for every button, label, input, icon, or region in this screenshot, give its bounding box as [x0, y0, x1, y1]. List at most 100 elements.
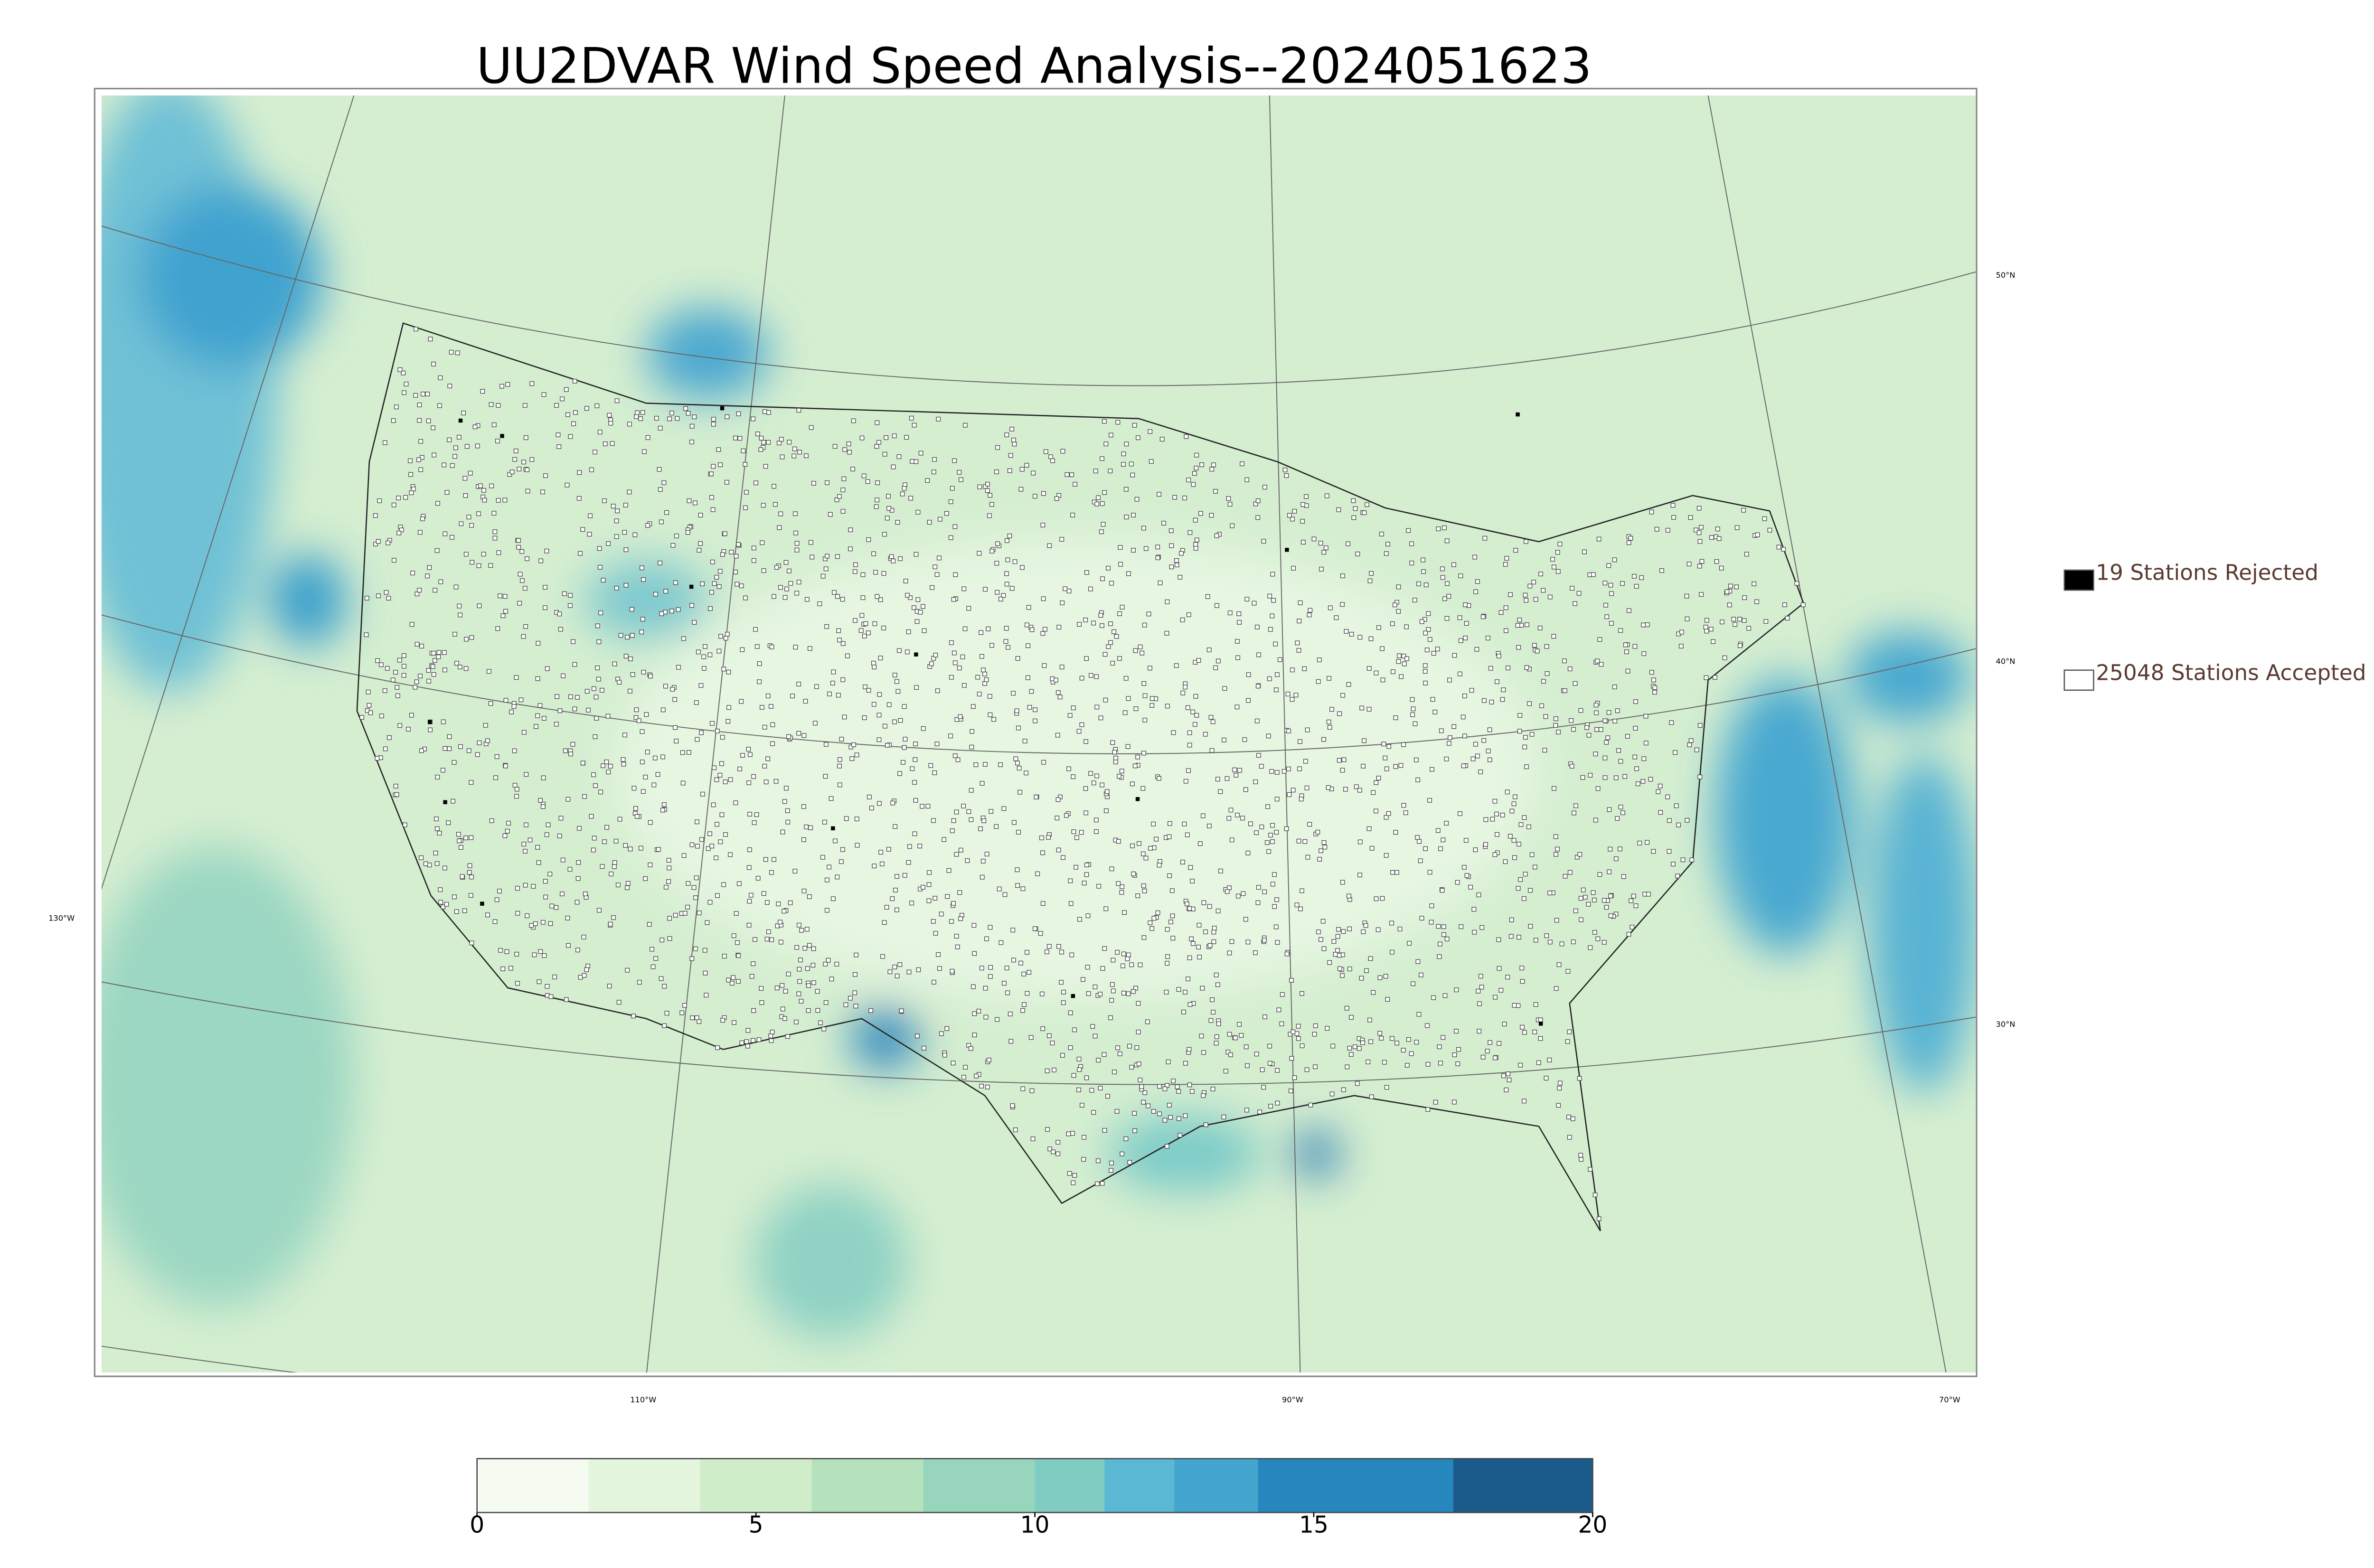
- station-marker: [443, 865, 447, 871]
- station-marker: [498, 948, 503, 953]
- station-marker: [1043, 627, 1047, 632]
- station-marker: [1341, 1087, 1346, 1092]
- station-marker: [1262, 1014, 1267, 1019]
- station-marker: [1134, 1045, 1140, 1050]
- station-marker: [626, 881, 631, 886]
- station-marker: [718, 839, 723, 845]
- station-marker: [1129, 461, 1134, 467]
- station-marker: [1050, 458, 1055, 463]
- station-marker: [1244, 1108, 1249, 1113]
- station-marker: [613, 838, 619, 844]
- station-marker: [670, 543, 676, 548]
- station-marker: [611, 504, 616, 509]
- station-marker: [729, 550, 734, 554]
- station-marker: [756, 1037, 762, 1042]
- station-marker: [937, 966, 942, 971]
- station-marker: [528, 837, 533, 843]
- station-marker: [534, 724, 538, 729]
- station-marker: [955, 757, 961, 762]
- station-marker: [1126, 571, 1131, 576]
- station-marker: [686, 881, 691, 886]
- station-marker: [1643, 714, 1649, 719]
- station-marker: [1515, 623, 1520, 628]
- station-marker: [751, 545, 756, 551]
- station-marker: [969, 744, 974, 750]
- station-marker: [1298, 906, 1303, 911]
- station-marker: [608, 921, 613, 927]
- station-marker: [689, 956, 695, 961]
- station-marker: [454, 661, 459, 666]
- station-marker: [1270, 572, 1275, 577]
- station-marker: [1547, 891, 1553, 895]
- station-marker: [840, 847, 845, 852]
- station-marker: [1586, 901, 1591, 907]
- station-marker: [766, 440, 771, 445]
- stations: [359, 327, 1806, 1221]
- station-marker: [1222, 686, 1227, 691]
- station-marker: [1724, 589, 1730, 594]
- station-marker: [1056, 944, 1061, 949]
- station-marker: [1259, 825, 1264, 829]
- station-marker: [1385, 542, 1390, 547]
- station-marker: [806, 1008, 811, 1013]
- station-marker: [640, 760, 645, 764]
- station-marker: [1035, 871, 1040, 876]
- station-marker: [954, 809, 959, 815]
- station-marker: [1025, 991, 1030, 996]
- station-marker: [560, 857, 565, 863]
- station-marker: [931, 818, 936, 823]
- station-marker: [696, 649, 701, 655]
- station-marker: [1612, 719, 1618, 723]
- station-marker: [865, 479, 870, 484]
- station-marker: [1074, 835, 1079, 840]
- station-marker: [1013, 756, 1018, 761]
- station-marker: [629, 607, 634, 612]
- station-marker: [1416, 1012, 1422, 1017]
- station-marker: [1688, 738, 1694, 743]
- station-marker: [1073, 482, 1077, 487]
- station-marker: [580, 761, 585, 766]
- station-marker: [966, 606, 971, 611]
- station-marker: [1425, 1062, 1431, 1067]
- station-marker: [642, 449, 647, 454]
- station-marker: [1562, 658, 1567, 664]
- station-marker: [1093, 469, 1098, 474]
- colorbar: 0 5 10 15 20: [470, 1458, 1607, 1538]
- station-marker: [957, 469, 962, 475]
- station-marker: [1646, 892, 1651, 897]
- station-marker: [1098, 1086, 1103, 1090]
- station-marker: [689, 842, 695, 847]
- station-marker: [794, 547, 800, 553]
- station-marker: [782, 909, 787, 914]
- station-marker: [1040, 850, 1045, 855]
- station-marker: [604, 825, 609, 830]
- station-marker: [1555, 569, 1561, 574]
- station-marker: [1055, 732, 1060, 738]
- station-marker: [895, 974, 900, 978]
- station-marker: [1059, 980, 1064, 985]
- station-marker: [1139, 1084, 1144, 1089]
- station-marker: [1026, 605, 1031, 610]
- station-marker: [1731, 617, 1736, 622]
- station-marker: [942, 1052, 947, 1058]
- station-marker: [1093, 984, 1098, 989]
- station-marker: [1005, 557, 1010, 563]
- station-marker: [1272, 872, 1277, 877]
- station-marker: [799, 928, 804, 933]
- station-marker: [752, 820, 757, 825]
- station-marker: [576, 860, 581, 865]
- station-marker: [1475, 753, 1480, 759]
- station-marker: [651, 782, 657, 788]
- station-marker: [802, 946, 808, 951]
- station-marker: [1527, 583, 1533, 589]
- station-marker: [1354, 784, 1359, 789]
- station-marker: [1396, 659, 1401, 664]
- station-marker: [1357, 873, 1362, 878]
- station-marker: [1517, 729, 1522, 734]
- station-marker: [721, 882, 726, 887]
- station-marker: [1357, 788, 1362, 793]
- station-marker: [494, 754, 499, 759]
- station-marker: [1473, 847, 1478, 852]
- station-marker: [588, 513, 593, 518]
- station-marker: [1068, 1010, 1073, 1015]
